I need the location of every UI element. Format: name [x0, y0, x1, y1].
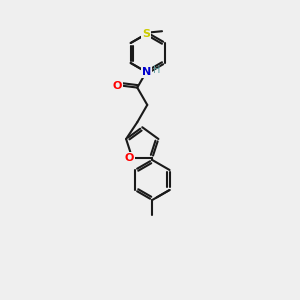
- Text: S: S: [142, 29, 150, 39]
- Text: O: O: [124, 153, 134, 163]
- Text: N: N: [142, 67, 151, 77]
- Text: O: O: [112, 81, 122, 91]
- Text: H: H: [153, 65, 160, 75]
